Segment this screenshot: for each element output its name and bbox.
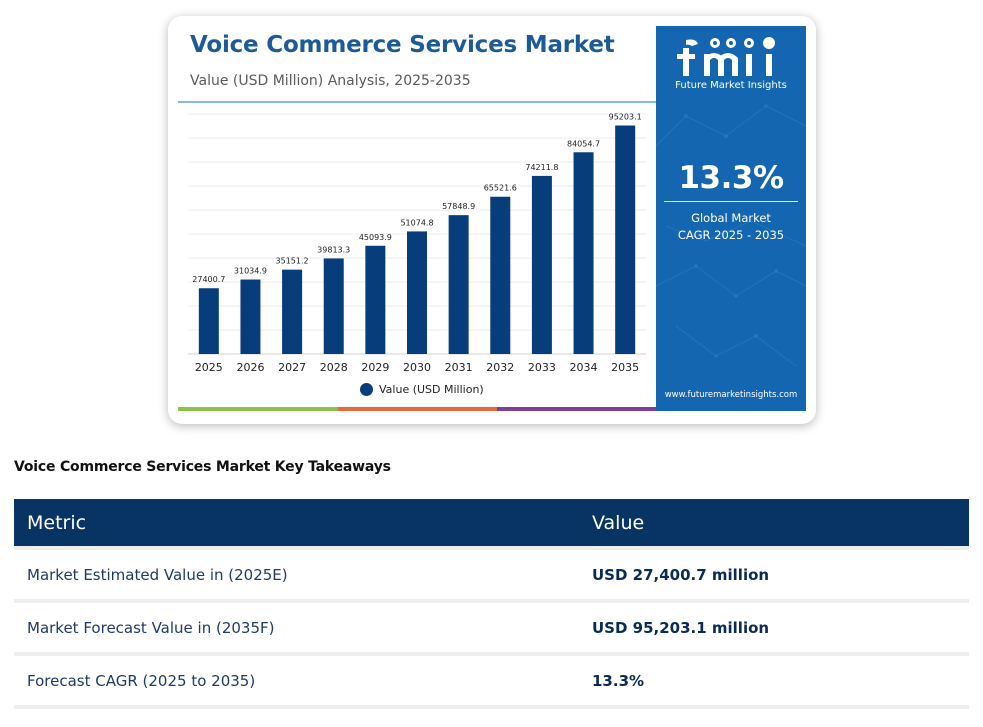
color-strip bbox=[178, 407, 656, 411]
bar-2027 bbox=[282, 269, 303, 354]
strip-purple bbox=[497, 407, 656, 411]
bar-2034 bbox=[573, 152, 594, 354]
chart-legend: Value (USD Million) bbox=[360, 383, 484, 396]
cagr-label-line2: CAGR 2025 - 2035 bbox=[677, 228, 785, 242]
bar-2033 bbox=[531, 175, 552, 354]
x-tick-label-2034: 2034 bbox=[570, 361, 598, 374]
value-cell: 13.3% bbox=[579, 652, 969, 709]
table-header-row: Metric Value bbox=[14, 499, 969, 548]
legend-label: Value (USD Million) bbox=[379, 383, 484, 396]
bar-2031 bbox=[448, 215, 469, 354]
bar-2026 bbox=[240, 279, 261, 354]
bar-2029 bbox=[365, 245, 386, 354]
table-row: Market Estimated Value in (2025E) USD 27… bbox=[14, 546, 969, 601]
cagr-panel: Future Market Insights 13.3% Global Mark… bbox=[656, 26, 806, 411]
data-label-2034: 84054.7 bbox=[567, 139, 600, 148]
x-tick-label-2029: 2029 bbox=[361, 361, 389, 374]
x-tick-label-2031: 2031 bbox=[445, 361, 473, 374]
data-label-2033: 74211.8 bbox=[525, 163, 558, 172]
column-header-value: Value bbox=[579, 499, 969, 548]
metric-cell: Market Estimated Value in (2025E) bbox=[14, 546, 579, 601]
cagr-divider bbox=[664, 201, 798, 202]
bar-chart: 27400.7 2025 31034.9 2026 35151.2 2027 39813.3… bbox=[188, 113, 646, 374]
panel-pattern bbox=[656, 104, 806, 367]
metric-cell: Market Forecast Value in (2035F) bbox=[14, 599, 579, 654]
x-tick-label-2032: 2032 bbox=[486, 361, 514, 374]
data-label-2030: 51074.8 bbox=[400, 218, 433, 227]
chart-subtitle: Value (USD Million) Analysis, 2025-2035 bbox=[190, 73, 471, 89]
x-tick-label-2030: 2030 bbox=[403, 361, 431, 374]
data-label-2035: 95203.1 bbox=[609, 113, 642, 122]
fmi-logo bbox=[677, 37, 775, 76]
takeaways-table: Metric Value Market Estimated Value in (… bbox=[14, 499, 969, 709]
bar-2025 bbox=[198, 288, 219, 354]
metric-cell: Forecast CAGR (2025 to 2035) bbox=[14, 652, 579, 709]
website-url: www.futuremarketinsights.com bbox=[664, 390, 798, 400]
cagr-value: 13.3% bbox=[678, 160, 784, 196]
strip-green bbox=[178, 407, 338, 411]
data-label-2031: 57848.9 bbox=[442, 202, 475, 211]
infographic-body: Voice Commerce Services Market Value (US… bbox=[178, 26, 806, 414]
data-label-2028: 39813.3 bbox=[317, 245, 350, 254]
table-row: Market Forecast Value in (2035F) USD 95,… bbox=[14, 599, 969, 654]
x-tick-label-2025: 2025 bbox=[195, 361, 223, 374]
x-tick-label-2026: 2026 bbox=[236, 361, 264, 374]
x-tick-label-2033: 2033 bbox=[528, 361, 556, 374]
legend-marker bbox=[360, 383, 373, 396]
chart-title: Voice Commerce Services Market bbox=[190, 32, 615, 58]
data-label-2027: 35151.2 bbox=[276, 257, 309, 266]
x-tick-label-2035: 2035 bbox=[611, 361, 639, 374]
takeaways-heading: Voice Commerce Services Market Key Takea… bbox=[14, 459, 391, 475]
brand-name: Future Market Insights bbox=[675, 80, 787, 91]
cagr-label: Global Market CAGR 2025 - 2035 bbox=[656, 210, 806, 244]
bar-2032 bbox=[490, 196, 511, 354]
value-cell: USD 27,400.7 million bbox=[579, 546, 969, 601]
data-label-2032: 65521.6 bbox=[484, 184, 517, 193]
strip-orange bbox=[338, 407, 497, 411]
x-tick-label-2027: 2027 bbox=[278, 361, 306, 374]
data-label-2026: 31034.9 bbox=[234, 267, 267, 276]
value-cell: USD 95,203.1 million bbox=[579, 599, 969, 654]
title-divider bbox=[178, 101, 656, 103]
bar-2028 bbox=[323, 258, 344, 354]
bar-2030 bbox=[407, 231, 427, 354]
table-row: Forecast CAGR (2025 to 2035) 13.3% bbox=[14, 652, 969, 709]
cagr-label-line1: Global Market bbox=[691, 211, 771, 225]
column-header-metric: Metric bbox=[14, 499, 579, 548]
data-label-2025: 27400.7 bbox=[192, 275, 225, 284]
infographic-card: Voice Commerce Services Market Value (US… bbox=[168, 16, 816, 424]
data-label-2029: 45093.9 bbox=[359, 233, 392, 242]
x-tick-label-2028: 2028 bbox=[320, 361, 348, 374]
bar-2035 bbox=[615, 125, 636, 354]
